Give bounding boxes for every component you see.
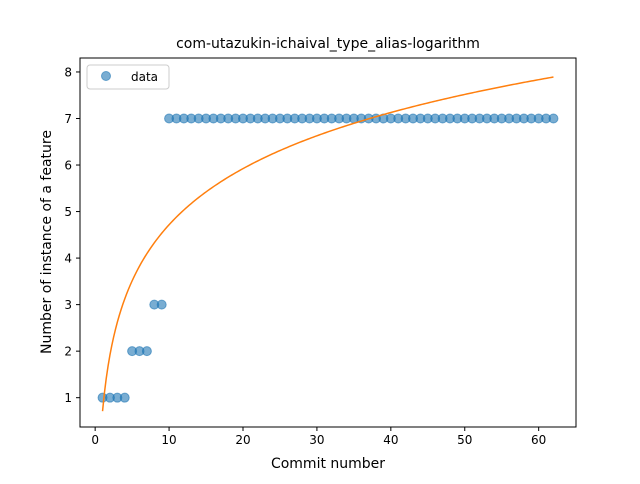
x-tick-label: 30 — [309, 433, 324, 447]
y-tick-label: 3 — [64, 298, 72, 312]
x-tick-label: 0 — [91, 433, 99, 447]
y-tick-label: 4 — [64, 252, 72, 266]
x-axis: 0 10 20 30 40 50 60 — [91, 427, 546, 447]
y-tick-label: 6 — [64, 159, 72, 173]
y-tick-label: 7 — [64, 112, 72, 126]
chart-title: com-utazukin-ichaival_type_alias-logarit… — [176, 36, 480, 52]
y-axis: 1 2 3 4 5 6 7 8 — [64, 65, 80, 405]
fit-curve — [101, 76, 554, 412]
data-point — [548, 113, 559, 124]
legend-label-data: data — [131, 70, 158, 84]
data-point — [141, 346, 152, 357]
y-tick-label: 5 — [64, 205, 72, 219]
data-point — [119, 392, 130, 403]
y-axis-label: Number of instance of a feature — [39, 130, 55, 354]
plot-layer — [97, 76, 559, 412]
data-point — [156, 299, 167, 310]
x-axis-label: Commit number — [271, 456, 385, 472]
x-tick-label: 40 — [383, 433, 398, 447]
legend: data — [86, 64, 170, 90]
x-tick-label: 10 — [161, 433, 176, 447]
legend-marker-data — [101, 71, 111, 81]
x-tick-label: 50 — [457, 433, 472, 447]
axes-frame — [79, 57, 577, 428]
y-tick-label: 1 — [64, 391, 72, 405]
y-tick-label: 2 — [64, 345, 72, 359]
legend-box — [86, 64, 170, 90]
x-tick-label: 20 — [235, 433, 250, 447]
y-tick-label: 8 — [64, 65, 72, 79]
x-tick-label: 60 — [531, 433, 546, 447]
